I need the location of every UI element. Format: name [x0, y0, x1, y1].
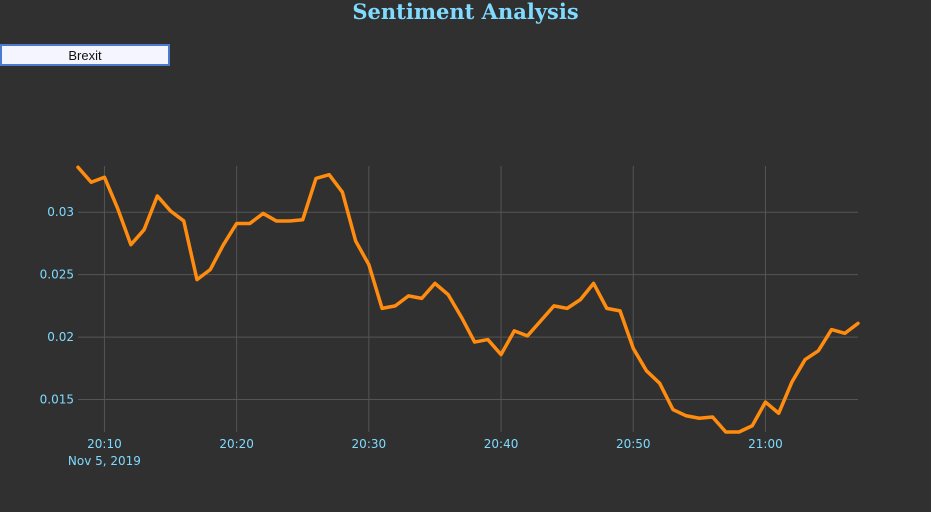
- x-tick-label: 20:30: [352, 437, 387, 451]
- y-tick-label: 0.02: [47, 330, 74, 344]
- grid-lines: [78, 166, 858, 432]
- x-tick-label: 20:40: [484, 437, 519, 451]
- x-tick-label: 20:20: [219, 437, 254, 451]
- y-axis: 0.015 0.02 0.025 0.03: [40, 205, 74, 406]
- x-axis: 20:10 Nov 5, 2019 20:20 20:30 20:40 20:50 21:0…: [68, 437, 783, 468]
- y-tick-label: 0.03: [47, 205, 74, 219]
- x-tick-label: 20:10: [87, 437, 122, 451]
- y-tick-label: 0.015: [40, 393, 74, 407]
- y-tick-label: 0.025: [40, 268, 74, 282]
- series-layer: [76, 165, 860, 434]
- search-input[interactable]: [0, 44, 170, 66]
- x-tick-label: 21:00: [748, 437, 783, 451]
- x-tick-label: 20:50: [616, 437, 651, 451]
- sentiment-series-line: [76, 165, 860, 434]
- page-title: Sentiment Analysis: [352, 0, 579, 24]
- x-tick-date-label: Nov 5, 2019: [68, 454, 141, 468]
